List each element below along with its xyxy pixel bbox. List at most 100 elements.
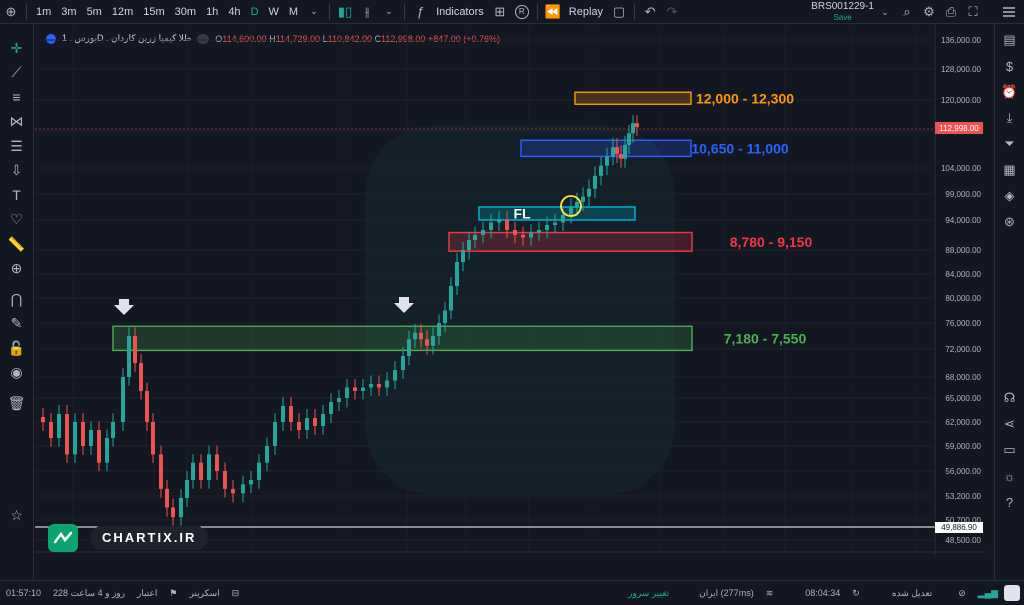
chevron-down-icon[interactable]: ⌄ [385,6,393,16]
lock-icon[interactable]: 🔓 [7,339,26,356]
help-icon[interactable]: ? [1005,494,1014,510]
symbol-name: BRS001229-1 [811,1,874,12]
chart-canvas[interactable]: 12,000 - 12,300 10,650 - 11,000 FL 8,780 - … [35,25,985,570]
price-axis[interactable]: 136,000.00128,000.00120,000.00112,000.00… [934,25,982,555]
fib-icon[interactable]: ☰ [10,137,23,154]
server-change-button[interactable]: تغییر سرور [628,587,670,598]
candle-series [41,115,639,526]
interval-button[interactable]: 1h [206,5,219,18]
arrow-down-icon[interactable]: ⇩ [10,162,23,179]
idea-icon[interactable]: ☼ [1003,468,1016,484]
camera-icon[interactable]: ⎙ [945,4,957,19]
price-tick-label: 84,000.00 [945,270,981,279]
time-axis[interactable]: MarMayJunAugSepOctNovDec2026FebMarAprMay [35,551,985,570]
zone-label: 10,650 - 11,000 [691,140,789,156]
calendar-icon[interactable]: ▦ [1003,162,1016,177]
r-badge[interactable]: R [511,0,533,24]
interval-button[interactable]: 5m [86,5,102,18]
notification-off-icon[interactable]: ⊘ [958,587,966,598]
bar-style-icon[interactable]: ⫲ [364,3,370,19]
toman-icon[interactable]: ⊛ [1004,214,1015,229]
text-icon[interactable]: T [12,187,21,204]
checkbox-icon[interactable]: ▢ [612,3,626,19]
candle-body [105,438,109,463]
candle-body [345,387,349,398]
zone-box[interactable] [448,231,693,252]
avatar[interactable] [1004,585,1020,601]
star-icon[interactable]: ☆ [10,507,23,524]
layers-icon[interactable]: ◈ [1004,188,1015,203]
candle-body [561,214,565,223]
quick-search-icon[interactable]: ⌕ [903,4,911,19]
signal-icon: ▂▄▆ [977,587,998,598]
dollar-icon[interactable]: $ [1005,58,1014,74]
pitchfork-icon[interactable]: ⋈ [9,113,24,130]
top-right-icons: ⌄ ⌕ ⚙ ⎙ ⛶ [874,0,984,24]
chevron-down-icon[interactable]: ⌄ [310,6,318,16]
flag-icon: ⚑ [169,587,178,598]
screener-button[interactable]: اسکرینر [189,587,220,598]
interval-button[interactable]: 1m [36,5,52,18]
candle-body [151,422,155,455]
refresh-icon[interactable]: ↻ [852,587,860,598]
undo-icon[interactable]: ↶ [644,3,656,19]
interval-button[interactable]: D [250,5,259,18]
fullscreen-icon[interactable]: ⛶ [968,4,978,19]
symbol-box[interactable]: BRS001229-1 Save [811,1,874,23]
share-icon[interactable]: ⋖ [1004,416,1015,431]
screener-icon[interactable]: ⊟ [231,587,240,598]
candle-body [481,230,485,235]
candle-body [401,356,405,370]
parallel-lines-icon[interactable]: ≡ [12,89,21,106]
alarm-icon[interactable]: ⏰ [1001,84,1018,99]
settings-icon[interactable]: ⚙ [923,4,935,19]
zone-box[interactable] [112,325,693,352]
eye-icon[interactable]: ◉ [10,364,23,381]
candle-body [297,422,301,430]
divider [329,3,331,20]
templates-icon[interactable]: ⊞ [494,3,506,19]
filter-icon[interactable]: ⏷ [1004,136,1015,151]
ruler-icon[interactable]: 📏 [7,235,26,252]
candle-body [521,235,525,238]
menu-icon[interactable] [994,0,1024,24]
download-icon[interactable]: ⤓ [1006,110,1013,125]
zone-box[interactable] [574,91,692,105]
magnet-icon[interactable]: ⋂ [10,290,23,307]
candle-body [553,222,557,225]
price-tick-label: 80,000.00 [945,294,981,303]
candle-body [529,232,533,238]
zoom-in-icon[interactable]: ⊕ [10,260,23,277]
interval-button[interactable]: 12m [111,5,134,18]
replay-button[interactable]: Replay [568,5,604,18]
fl-label: FL [513,206,531,222]
hide-legend-icon[interactable] [197,33,210,44]
headset-icon[interactable]: ☊ [1003,390,1016,405]
candles-icon[interactable]: ▮▯ [337,3,353,19]
heart-icon[interactable]: ♡ [10,211,23,228]
card-icon[interactable]: ▭ [1003,442,1016,457]
pencil-lock-icon[interactable]: ✎ [10,315,23,332]
watchlist-icon[interactable]: ▤ [1003,32,1016,47]
add-symbol-icon[interactable]: ⊕ [5,3,17,19]
interval-button[interactable]: W [268,5,279,18]
price-chart[interactable]: 12,000 - 12,300 10,650 - 11,000 FL 8,780 - … [35,25,985,570]
candle-body [497,220,501,223]
zone-box[interactable] [520,139,692,158]
interval-button[interactable]: 4h [228,5,241,18]
redo-icon[interactable]: ↷ [666,3,678,19]
replay-icon[interactable]: ⏪ [544,3,561,19]
fx-icon[interactable]: ƒ [416,4,424,19]
interval-button[interactable]: 15m [143,5,165,18]
indicators-button[interactable]: Indicators [436,5,484,18]
trash-icon[interactable]: 🗑 [7,394,26,411]
interval-button[interactable]: M [288,5,299,18]
crosshair-icon[interactable]: ✛ [10,39,23,56]
chevron-down-icon[interactable]: ⌄ [881,6,889,17]
zone-box[interactable] [478,206,636,221]
interval-button[interactable]: 3m [61,5,77,18]
trend-line-icon[interactable]: ⟋ [11,64,22,81]
interval-button[interactable]: 30m [174,5,197,18]
candle-body [425,339,429,346]
last-price-label: 112,998.00 [939,124,979,133]
